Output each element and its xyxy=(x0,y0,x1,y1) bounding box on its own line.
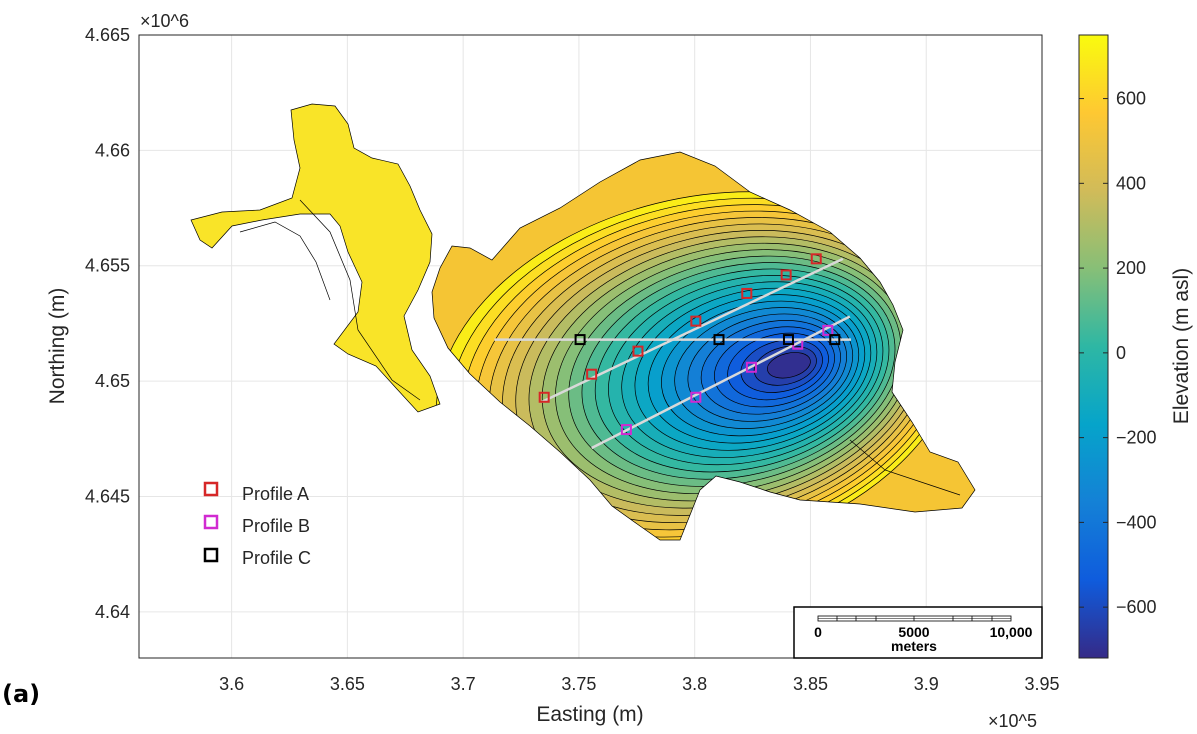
x-exponent: ×10^5 xyxy=(988,711,1037,731)
colorbar-tick-label: −600 xyxy=(1116,597,1157,617)
y-tick-label: 4.655 xyxy=(85,256,130,276)
colorbar-tick-label: −400 xyxy=(1116,512,1157,532)
profile-marker xyxy=(745,361,757,373)
legend-label-profile-b: Profile B xyxy=(242,516,310,536)
y-exponent: ×10^6 xyxy=(140,11,189,31)
colorbar-tick-label: 400 xyxy=(1116,173,1146,193)
profile-lines xyxy=(494,253,851,450)
y-tick-label: 4.64 xyxy=(95,602,130,622)
colorbar-tick-label: 600 xyxy=(1116,89,1146,109)
colorbar-tick-label: −200 xyxy=(1116,428,1157,448)
legend-label-profile-a: Profile A xyxy=(242,484,309,504)
legend-marker-profile-c xyxy=(203,547,219,563)
profile-marker xyxy=(822,324,834,336)
y-tick-label: 4.645 xyxy=(85,486,130,506)
profile-marker xyxy=(586,368,598,380)
legend-label-profile-c: Profile C xyxy=(242,548,311,568)
scale-label-0: 0 xyxy=(814,624,822,640)
x-tick-label: 3.6 xyxy=(219,674,244,694)
plot-frame xyxy=(138,34,1043,659)
panel-label: (a) xyxy=(2,680,40,708)
profile-marker xyxy=(810,253,822,265)
profile-marker xyxy=(620,424,632,436)
profile-marker xyxy=(780,269,792,281)
colorbar-gradient xyxy=(1078,34,1109,659)
y-tick-label: 4.665 xyxy=(85,25,130,45)
profile-marker xyxy=(690,315,702,327)
west-ridge-land xyxy=(191,104,440,412)
x-tick-label: 3.9 xyxy=(914,674,939,694)
colorbar-tick-label: 200 xyxy=(1116,258,1146,278)
x-tick-label: 3.7 xyxy=(451,674,476,694)
profile-marker xyxy=(574,334,586,346)
legend: Profile A Profile B Profile C xyxy=(203,481,311,568)
legend-marker-profile-b xyxy=(203,514,219,530)
colorbar-ticks: 600 400 200 0 −200 −400 −600 xyxy=(1079,89,1157,617)
x-tick-label: 3.75 xyxy=(561,674,596,694)
colorbar-tick-label: 0 xyxy=(1116,343,1126,363)
x-axis-label: Easting (m) xyxy=(536,703,643,726)
colorbar: 600 400 200 0 −200 −400 −600 Elevation (m asl) xyxy=(1078,34,1193,659)
profile-marker xyxy=(690,391,702,403)
x-tick-labels: 3.6 3.65 3.7 3.75 3.8 3.85 3.9 3.95 xyxy=(219,674,1059,694)
scale-bar-box xyxy=(793,606,1043,659)
profile-marker xyxy=(632,345,644,357)
profile-marker xyxy=(741,287,753,299)
y-tick-labels: 4.64 4.645 4.65 4.655 4.66 4.665 xyxy=(85,25,130,622)
scale-label-5000: 5000 xyxy=(898,624,929,640)
scale-label-10000: 10,000 xyxy=(990,624,1033,640)
colorbar-label: Elevation (m asl) xyxy=(1170,268,1193,424)
elevation-map xyxy=(191,104,975,540)
profile-marker xyxy=(538,391,550,403)
x-tick-label: 3.85 xyxy=(793,674,828,694)
x-tick-label: 3.8 xyxy=(682,674,707,694)
y-axis-label: Northing (m) xyxy=(46,288,69,405)
profile-marker xyxy=(713,334,725,346)
profile-marker xyxy=(782,334,794,346)
y-tick-label: 4.66 xyxy=(95,140,130,160)
scale-unit: meters xyxy=(891,638,937,654)
x-tick-label: 3.65 xyxy=(330,674,365,694)
y-tick-label: 4.65 xyxy=(95,371,130,391)
profile-marker xyxy=(829,334,841,346)
scale-bar: 0 5000 10,000 meters xyxy=(793,606,1043,659)
x-tick-label: 3.95 xyxy=(1024,674,1059,694)
legend-marker-profile-a xyxy=(203,481,219,497)
